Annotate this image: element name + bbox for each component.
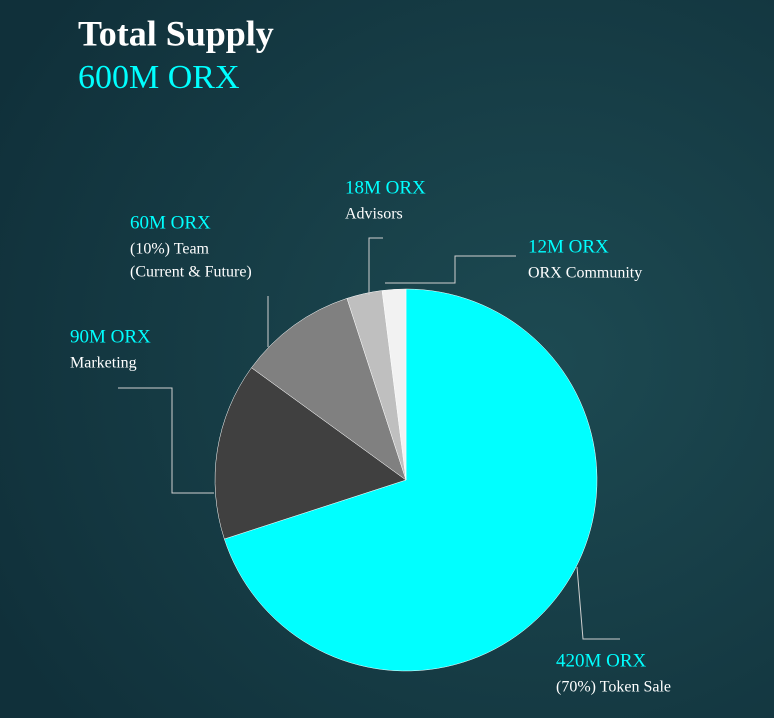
- chart-title: Total Supply: [78, 13, 274, 53]
- category-label: (70%) Token Sale: [556, 679, 671, 696]
- category-label: (10%) Team: [130, 241, 210, 258]
- pie-slice: [214, 367, 407, 540]
- category-label: ORX Community: [528, 265, 642, 282]
- value-label: 18M ORX: [345, 177, 426, 198]
- value-label: 90M ORX: [70, 326, 151, 347]
- leader-line: [576, 566, 620, 640]
- category-label: Marketing: [70, 355, 137, 372]
- chart-subtitle: 600M ORX: [78, 59, 240, 96]
- category-label: (Current & Future): [130, 264, 252, 281]
- leader-line: [368, 237, 383, 295]
- pie-slice: [224, 288, 598, 672]
- category-label: Advisors: [345, 206, 403, 223]
- pie-slice: [251, 298, 407, 481]
- leader-line: [118, 387, 214, 494]
- value-label: 420M ORX: [556, 650, 647, 671]
- value-label: 12M ORX: [528, 236, 609, 257]
- pie-slice: [381, 288, 407, 481]
- value-label: 60M ORX: [130, 212, 211, 233]
- leader-line: [385, 255, 516, 284]
